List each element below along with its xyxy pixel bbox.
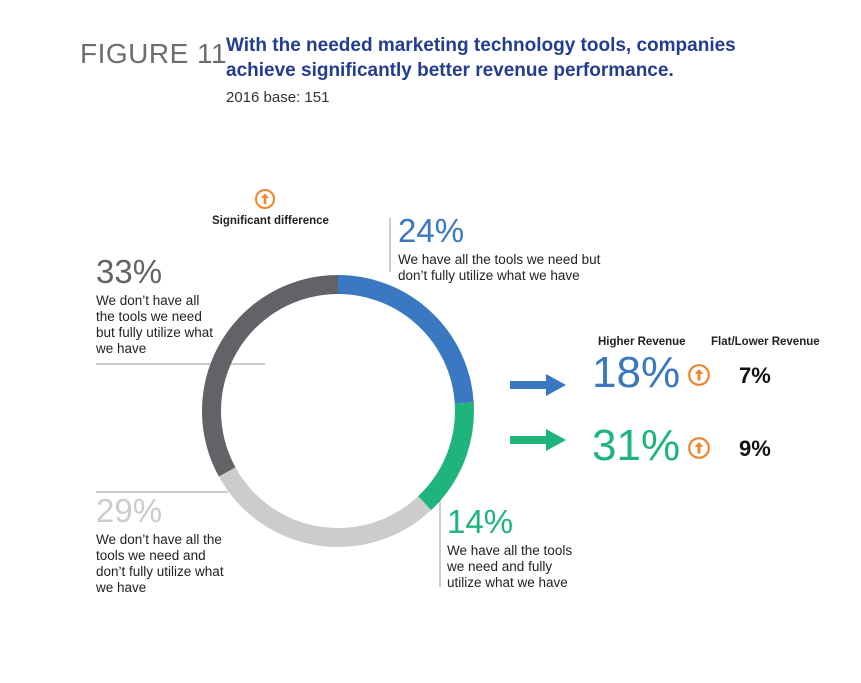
slice-percent-29: 29% bbox=[96, 492, 163, 529]
figure-label: FIGURE 11 bbox=[80, 38, 228, 69]
row-arrow-icon bbox=[510, 429, 566, 451]
slice-description-14: We have all the tools we need and fully … bbox=[447, 543, 572, 591]
slice-description-line: we need and fully bbox=[447, 559, 553, 574]
slice-label-14: 14% We have all the tools we need and fu… bbox=[447, 503, 572, 591]
header-flat-lower-revenue: Flat/Lower Revenue bbox=[711, 336, 820, 348]
slice-description-line: We have all the tools bbox=[447, 543, 573, 558]
row-arrow-icon bbox=[510, 374, 566, 396]
slice-label-29: 29% We don’t have all the tools we need … bbox=[96, 492, 224, 596]
donut-slice-14 bbox=[418, 402, 474, 511]
flat-lower-revenue-value: 7% bbox=[739, 363, 771, 388]
slice-description-29: We don’t have all the tools we need and … bbox=[96, 532, 224, 596]
figure-title: With the needed marketing technology too… bbox=[226, 33, 746, 83]
slice-label-33: 33% We don’t have all the tools we need … bbox=[96, 253, 213, 357]
slice-description-line: we have bbox=[96, 580, 147, 595]
donut-slice-29 bbox=[218, 467, 432, 547]
slice-description-line: tools we need and bbox=[96, 548, 206, 563]
donut-slice-24 bbox=[338, 275, 474, 404]
up-arrow-circle-icon bbox=[688, 437, 710, 459]
up-arrow-circle-icon bbox=[688, 364, 710, 386]
slice-label-24: 24% We have all the tools we need but do… bbox=[398, 212, 600, 284]
slice-description-line: the tools we need bbox=[96, 309, 202, 324]
slice-description-line: We have all the tools we need but bbox=[398, 252, 601, 267]
significant-difference-label: Significant difference bbox=[212, 215, 329, 227]
figure-title-line-1: With the needed marketing technology too… bbox=[226, 35, 736, 56]
slice-description-24: We have all the tools we need but don’t … bbox=[398, 252, 600, 284]
header-higher-revenue: Higher Revenue bbox=[598, 336, 686, 348]
donut-slice-33 bbox=[201, 275, 338, 477]
higher-revenue-value: 18% bbox=[592, 348, 681, 397]
base-note: 2016 base: 151 bbox=[226, 89, 330, 106]
slice-description-line: we have bbox=[96, 341, 147, 356]
slice-description-line: We don’t have all bbox=[96, 293, 200, 308]
higher-revenue-value: 31% bbox=[592, 421, 681, 470]
slice-description-line: but fully utilize what bbox=[96, 325, 214, 340]
figure-title-line-2: achieve significantly better revenue per… bbox=[226, 60, 674, 81]
slice-percent-33: 33% bbox=[96, 253, 163, 290]
slice-description-line: We don’t have all the bbox=[96, 532, 222, 547]
slice-percent-14: 14% bbox=[447, 503, 514, 540]
slice-description-line: don’t fully utilize what we have bbox=[398, 268, 580, 283]
slice-description-line: utilize what we have bbox=[447, 575, 568, 590]
flat-lower-revenue-value: 9% bbox=[739, 436, 771, 461]
slice-description-line: don’t fully utilize what bbox=[96, 564, 224, 579]
slice-description-33: We don’t have all the tools we need but … bbox=[96, 293, 213, 357]
up-arrow-circle-icon bbox=[255, 189, 275, 209]
slice-percent-24: 24% bbox=[398, 212, 465, 249]
